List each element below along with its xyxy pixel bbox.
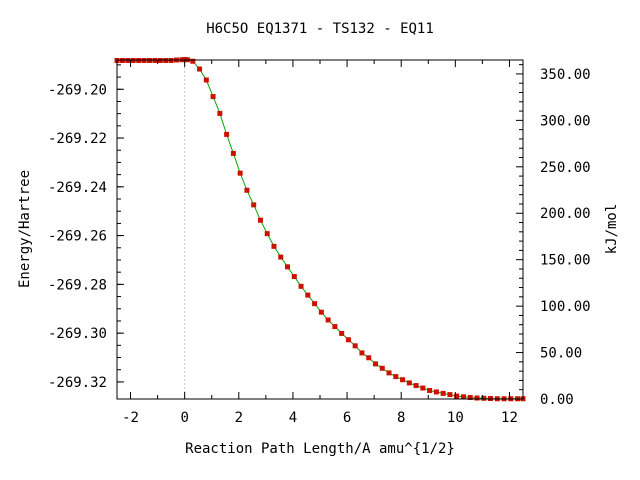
data-point: [237, 170, 243, 176]
y2-axis-label: kJ/mol: [604, 204, 620, 255]
data-point: [305, 292, 311, 298]
data-point: [440, 390, 446, 396]
y-tick-label: -269.24: [48, 180, 107, 196]
y-tick-label: -269.30: [48, 326, 107, 342]
data-point: [372, 361, 378, 367]
data-point: [285, 264, 291, 270]
x-tick-label: 12: [501, 410, 518, 426]
data-point: [379, 365, 385, 371]
x-tick-label: 6: [343, 410, 351, 426]
data-point: [257, 217, 263, 223]
data-point: [298, 283, 304, 289]
y-axis-label: Energy/Hartree: [17, 170, 33, 288]
y2-axis-ticks: 0.00 50.00 100.00 150.00 200.00 250.00 300.00 3…: [516, 64, 591, 408]
plot-frame: [116, 59, 524, 400]
data-point: [345, 337, 351, 343]
data-point: [359, 350, 365, 356]
x-tick-label: 2: [235, 410, 243, 426]
data-point: [264, 231, 270, 237]
data-point: [406, 380, 412, 386]
data-point: [339, 330, 345, 336]
y2-tick-label: 100.00: [540, 299, 591, 315]
data-point: [352, 343, 358, 349]
data-point: [427, 387, 433, 393]
data-point: [312, 301, 318, 307]
x-tick-label: 0: [180, 410, 188, 426]
series-line: [117, 58, 523, 400]
data-point: [332, 324, 338, 330]
y2-tick-label: 200.00: [540, 206, 591, 222]
data-point: [230, 150, 236, 156]
y-tick-label: -269.22: [48, 131, 107, 147]
data-point: [460, 394, 466, 400]
x-tick-label: 4: [289, 410, 297, 426]
data-point: [366, 355, 372, 361]
data-point: [447, 392, 453, 398]
y2-tick-label: 250.00: [540, 160, 591, 176]
y2-tick-label: 350.00: [540, 67, 591, 83]
chart-title: H6C5O EQ1371 - TS132 - EQ11: [206, 21, 434, 37]
y2-tick-label: 50.00: [540, 346, 582, 362]
data-point: [454, 393, 460, 399]
y-tick-label: -269.32: [48, 375, 107, 391]
data-point: [278, 254, 284, 260]
x-tick-label: -2: [122, 410, 139, 426]
data-points: [114, 57, 526, 402]
data-point: [210, 94, 216, 100]
data-point: [291, 274, 297, 280]
data-point: [400, 377, 406, 383]
y-tick-label: -269.28: [48, 277, 107, 293]
data-point: [474, 395, 480, 401]
data-point: [481, 395, 487, 401]
y2-tick-label: 300.00: [540, 113, 591, 129]
data-point: [325, 317, 331, 323]
data-point: [386, 370, 392, 376]
data-point: [224, 131, 230, 137]
data-point: [217, 110, 223, 116]
y-tick-label: -269.20: [48, 82, 107, 98]
x-tick-label: 10: [447, 410, 464, 426]
energy-curve: [117, 58, 523, 400]
data-point: [197, 66, 203, 72]
x-axis-label: Reaction Path Length/A amu^{1/2}: [185, 441, 455, 457]
x-tick-label: 8: [397, 410, 405, 426]
data-point: [271, 243, 277, 249]
data-point: [413, 383, 419, 389]
data-point: [251, 202, 257, 208]
data-point: [467, 395, 473, 401]
y-tick-label: -269.26: [48, 229, 107, 245]
data-point: [433, 389, 439, 395]
x-axis-ticks: -2 0 2 4 6 8 10 12: [122, 60, 518, 426]
y-axis-ticks: -269.20 -269.22 -269.24 -269.26 -269.28 -269.…: [48, 64, 124, 391]
data-point: [420, 385, 426, 391]
data-point: [203, 77, 209, 83]
data-point: [318, 309, 324, 315]
y2-tick-label: 0.00: [540, 392, 574, 408]
data-point: [393, 374, 399, 380]
data-point: [244, 187, 250, 193]
data-point: [190, 58, 196, 64]
y2-tick-label: 150.00: [540, 253, 591, 269]
